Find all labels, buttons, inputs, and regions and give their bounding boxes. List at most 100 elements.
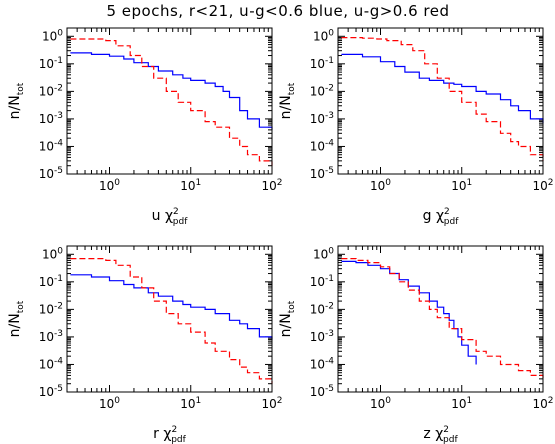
- y-tick-base: 10: [310, 385, 325, 399]
- y-tick-base: 10: [39, 385, 54, 399]
- y-tick-label: 100: [42, 246, 63, 261]
- plot-frame: [337, 27, 544, 175]
- y-tick-label: 10-4: [39, 138, 64, 153]
- y-tick-label: 10-1: [310, 56, 334, 71]
- x-axis-label: r χ2 pdf: [153, 425, 186, 444]
- x-axis-superscript: 2: [171, 425, 177, 435]
- x-tick-exponent: 1: [467, 396, 473, 406]
- y-tick-label: 100: [313, 28, 334, 43]
- x-tick-base: 10: [180, 397, 195, 411]
- y-tick-exponent: -2: [325, 83, 334, 93]
- y-tick-base: 10: [310, 357, 325, 371]
- x-tick-label: 102: [261, 396, 282, 411]
- y-tick-base: 10: [39, 357, 54, 371]
- x-axis-label: z χ2 pdf: [423, 425, 458, 444]
- y-tick-exponent: -1: [325, 56, 334, 66]
- y-tick-base: 10: [39, 84, 54, 98]
- x-axis-subscript: pdf: [173, 217, 188, 227]
- x-axis-band: r: [153, 426, 163, 442]
- y-tick-base: 10: [39, 112, 54, 126]
- x-tick-base: 10: [451, 397, 466, 411]
- x-tick-label: 100: [370, 396, 391, 411]
- x-tick-exponent: 2: [548, 396, 554, 406]
- x-axis-symbol: χ: [435, 426, 443, 442]
- series-line-red: [70, 38, 273, 166]
- plot-frame: [66, 245, 273, 393]
- x-tick-label: 101: [451, 396, 472, 411]
- y-tick-label: 10-2: [39, 301, 63, 316]
- y-tick-exponent: 0: [328, 246, 334, 256]
- series-line-blue: [341, 53, 544, 124]
- y-tick-label: 10-4: [310, 356, 335, 371]
- x-tick-base: 10: [532, 397, 547, 411]
- y-tick-base: 10: [39, 275, 54, 289]
- x-tick-base: 10: [99, 397, 114, 411]
- x-axis-subscript: pdf: [443, 435, 458, 444]
- y-tick-exponent: -4: [54, 356, 63, 366]
- y-tick-exponent: -2: [54, 301, 63, 311]
- x-axis-band: u: [152, 208, 165, 224]
- y-tick-exponent: -3: [54, 111, 63, 121]
- y-tick-exponent: 0: [57, 28, 63, 38]
- y-tick-exponent: -2: [325, 301, 334, 311]
- y-tick-label: 10-3: [310, 111, 334, 126]
- y-tick-base: 10: [42, 247, 57, 261]
- x-tick-exponent: 0: [385, 178, 391, 188]
- y-tick-base: 10: [313, 29, 328, 43]
- y-axis-main: n/N: [278, 95, 294, 119]
- x-axis-symbol: χ: [165, 208, 173, 224]
- y-tick-exponent: -4: [325, 138, 334, 148]
- y-axis-subscript: tot: [16, 300, 26, 313]
- x-tick-label: 100: [99, 178, 120, 193]
- y-tick-base: 10: [310, 302, 325, 316]
- x-tick-exponent: 2: [277, 178, 283, 188]
- y-tick-exponent: -3: [325, 111, 334, 121]
- y-tick-base: 10: [39, 302, 54, 316]
- x-tick-label: 102: [532, 178, 553, 193]
- x-tick-base: 10: [451, 179, 466, 193]
- y-tick-exponent: 0: [57, 246, 63, 256]
- x-tick-exponent: 0: [385, 396, 391, 406]
- x-tick-base: 10: [261, 397, 276, 411]
- y-axis-label: n/Ntot: [7, 300, 26, 337]
- x-tick-label: 101: [180, 396, 201, 411]
- y-tick-label: 10-3: [39, 329, 63, 344]
- y-tick-label: 10-1: [39, 274, 63, 289]
- x-tick-exponent: 2: [548, 178, 554, 188]
- y-axis-subscript: tot: [287, 300, 297, 313]
- y-tick-label: 10-3: [310, 329, 334, 344]
- y-tick-exponent: -1: [54, 56, 63, 66]
- x-tick-exponent: 0: [114, 396, 120, 406]
- y-tick-label: 100: [313, 246, 334, 261]
- x-tick-label: 100: [370, 178, 391, 193]
- y-tick-label: 10-5: [310, 384, 334, 399]
- y-tick-base: 10: [310, 57, 325, 71]
- x-tick-label: 102: [261, 178, 282, 193]
- y-tick-exponent: -3: [54, 329, 63, 339]
- y-tick-label: 10-4: [310, 138, 335, 153]
- series-line-red: [341, 258, 544, 379]
- x-axis-superscript: 2: [173, 207, 179, 217]
- y-tick-exponent: -3: [325, 329, 334, 339]
- y-tick-exponent: -4: [54, 138, 63, 148]
- y-axis-main: n/N: [7, 313, 23, 337]
- y-tick-exponent: -5: [54, 384, 63, 394]
- y-axis-subscript: tot: [16, 82, 26, 95]
- x-axis-symbol: χ: [163, 426, 171, 442]
- series-line-blue: [341, 260, 477, 365]
- x-tick-exponent: 0: [114, 178, 120, 188]
- x-axis-band: z: [423, 426, 435, 442]
- x-tick-label: 101: [180, 178, 201, 193]
- x-tick-base: 10: [370, 397, 385, 411]
- y-tick-label: 10-1: [39, 56, 63, 71]
- plot-frame: [66, 27, 273, 175]
- y-tick-exponent: -5: [325, 384, 334, 394]
- y-tick-label: 10-5: [310, 166, 334, 181]
- x-axis-subscript: pdf: [171, 435, 186, 444]
- y-tick-label: 10-5: [39, 166, 63, 181]
- y-tick-exponent: -2: [54, 83, 63, 93]
- y-tick-base: 10: [310, 330, 325, 344]
